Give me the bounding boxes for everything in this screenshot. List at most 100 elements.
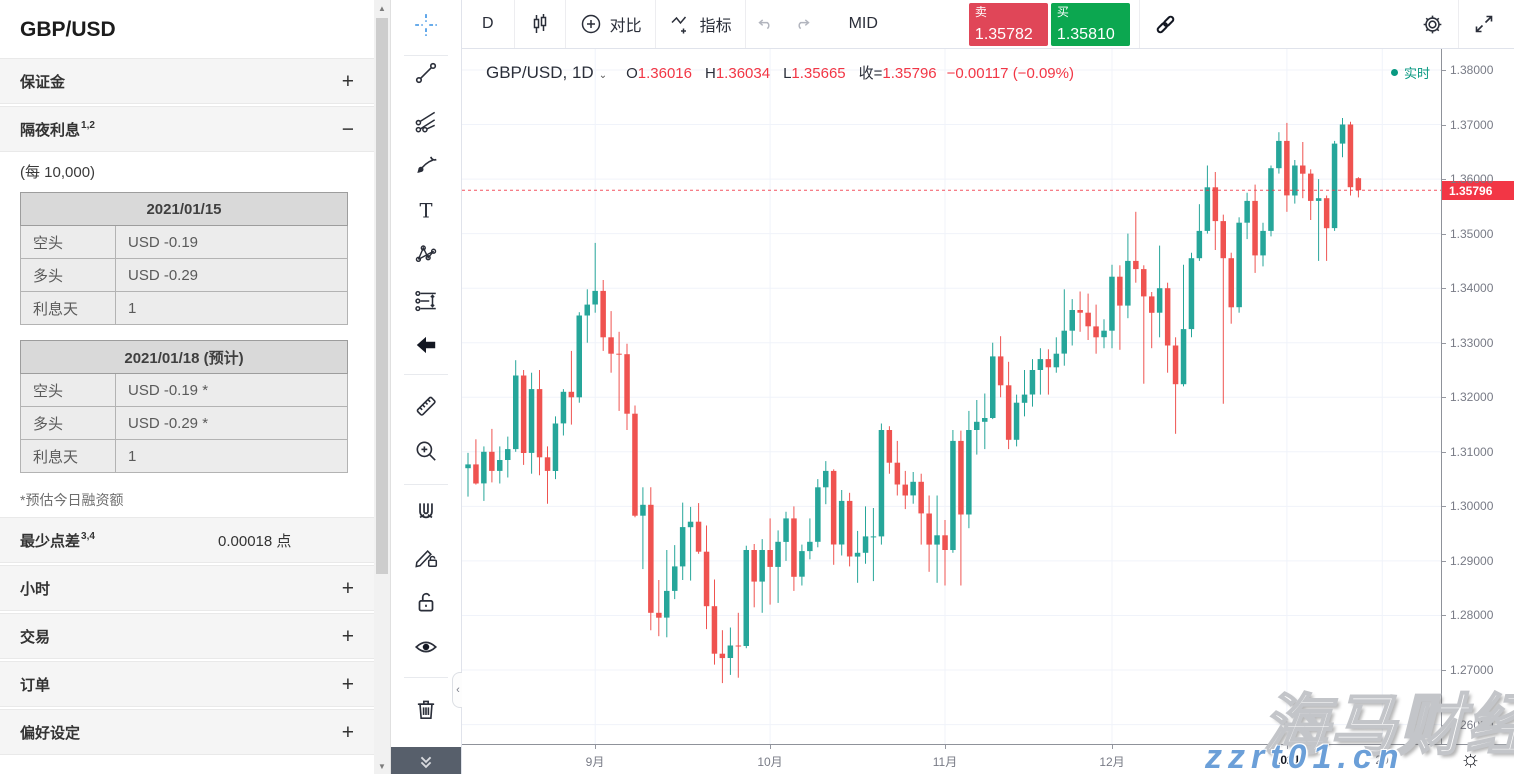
price-axis[interactable]: 1.35796 1.38000 1.37000 1.36000 1.35000 1.34… [1441, 49, 1514, 744]
expand-icon[interactable]: + [341, 672, 354, 696]
instrument-info-sidebar: GBP/USD 保证金 + 隔夜利息1,2 − (每 10,000) 2021/… [0, 0, 390, 774]
fullscreen-button[interactable] [1459, 0, 1514, 48]
redo-icon [798, 19, 810, 30]
site-watermark-name: 海马财经 [1261, 687, 1514, 763]
indicator-icon [671, 16, 686, 34]
buy-button[interactable]: 买 1.35810 [1050, 2, 1130, 46]
trend-line-icon[interactable] [412, 59, 440, 87]
section-margin-label: 保证金 [20, 73, 66, 91]
close-value: 1.35796 [882, 65, 937, 82]
footnote-sup: 3,4 [81, 530, 95, 542]
section-orders[interactable]: 订单 + [0, 661, 374, 707]
text-tool-icon[interactable]: T [412, 197, 440, 225]
price-source-label[interactable]: MID [848, 15, 878, 32]
estimate-footnote: *预估今日融资额 [20, 492, 124, 508]
fullscreen-icon [1475, 15, 1493, 33]
redo-button[interactable] [784, 0, 822, 48]
time-tick-mark [1382, 745, 1383, 749]
interval-button[interactable]: D [482, 15, 494, 32]
toolbar-collapse-handle[interactable]: ‹ [452, 672, 463, 708]
section-margin[interactable]: 保证金 + [0, 58, 374, 104]
price-tick-label: 1.34000 [1450, 281, 1494, 295]
high-value: 1.36034 [715, 65, 771, 82]
time-tick-label: 9月 [585, 755, 605, 769]
sell-price: 1.35782 [974, 25, 1033, 43]
time-tick-label: 11月 [932, 755, 958, 769]
trash-icon[interactable] [412, 695, 440, 723]
price-tick-mark [1442, 670, 1446, 671]
settings-button[interactable] [1407, 0, 1458, 48]
price-tick-mark [1442, 288, 1446, 289]
time-tick-mark [945, 745, 946, 749]
price-tick-mark [1442, 343, 1446, 344]
link-button[interactable] [1140, 0, 1191, 48]
gann-fan-icon[interactable] [412, 107, 440, 135]
collapse-icon[interactable]: − [341, 117, 354, 141]
time-tick-mark [1287, 745, 1288, 749]
drawing-lock-icon[interactable] [412, 543, 440, 571]
sell-button[interactable]: 卖 1.35782 [968, 2, 1048, 46]
overnight-table-estimated: 2021/01/18 (预计) 空头 USD -0.19 * 多头 USD -0.2… [20, 340, 348, 473]
time-axis[interactable]: 9月 10月 11月 12月 2021 20 [462, 744, 1514, 774]
chart-legend: GBP/USD, 1D ⌄ O 1.36016 H 1.36034 L 1.35665… [486, 63, 1074, 82]
price-tick-label: 1.28000 [1450, 608, 1494, 622]
brush-icon[interactable] [412, 152, 440, 180]
symbol-name[interactable]: GBP/USD, 1D [486, 63, 594, 82]
candlestick-chart[interactable] [462, 49, 1441, 744]
price-tick-mark [1442, 397, 1446, 398]
chart-pane[interactable]: GBP/USD, 1D ⌄ O 1.36016 H 1.36034 L 1.35665… [462, 49, 1441, 744]
toolbar-scroll-down-button[interactable] [391, 747, 461, 774]
section-trading[interactable]: 交易 + [0, 613, 374, 659]
price-tick-label: 1.32000 [1450, 390, 1494, 404]
undo-button[interactable] [746, 0, 784, 48]
section-hours[interactable]: 小时 + [0, 565, 374, 611]
scrollbar-thumb[interactable] [376, 18, 388, 574]
expand-icon[interactable]: + [341, 576, 354, 600]
expand-icon[interactable]: + [341, 69, 354, 93]
price-tick-label: 1.26000 [1450, 718, 1494, 732]
per-amount-label: (每 10,000) [20, 164, 96, 181]
arrow-mark-icon[interactable] [412, 331, 440, 359]
section-preferences[interactable]: 偏好设定 + [0, 709, 374, 755]
crosshair-icon[interactable] [412, 11, 440, 39]
price-tick-label: 1.36000 [1450, 172, 1494, 186]
table-row: 利息天 1 [20, 291, 348, 325]
plus-circle-icon [581, 14, 600, 34]
table-row: 空头 USD -0.19 * [20, 373, 348, 407]
expand-icon[interactable]: + [341, 624, 354, 648]
zoom-in-icon[interactable] [412, 437, 440, 465]
scroll-down-icon[interactable]: ▼ [374, 758, 390, 774]
chart-style-button[interactable] [515, 0, 565, 48]
price-tick-mark [1442, 725, 1446, 726]
indicators-button[interactable]: 指标 [656, 0, 745, 48]
section-overnight-interest[interactable]: 隔夜利息1,2 − [0, 106, 374, 152]
price-tick-label: 1.27000 [1450, 663, 1494, 677]
table-row: 空头 USD -0.19 [20, 225, 348, 259]
price-tick-label: 1.37000 [1450, 118, 1494, 132]
chevron-down-icon[interactable]: ⌄ [598, 70, 608, 81]
time-tick-label: 20 [1375, 753, 1389, 767]
ruler-icon[interactable] [412, 392, 440, 420]
price-tick-mark [1442, 452, 1446, 453]
magnet-icon[interactable] [412, 498, 440, 526]
lock-icon[interactable] [412, 588, 440, 616]
realtime-dot-icon [1390, 69, 1398, 76]
gear-icon [1423, 15, 1442, 33]
price-tick-label: 1.30000 [1450, 499, 1494, 513]
min-spread-label: 最少点差3,4 [20, 530, 95, 550]
forecast-icon[interactable] [412, 287, 440, 315]
low-value: 1.35665 [791, 65, 846, 82]
realtime-badge: 实时 [1390, 63, 1430, 82]
price-tick-label: 1.29000 [1450, 554, 1494, 568]
xabcd-pattern-icon[interactable] [412, 241, 440, 269]
scroll-up-icon[interactable]: ▲ [374, 0, 390, 16]
price-tick-label: 1.31000 [1450, 445, 1494, 459]
compare-button[interactable]: 对比 [566, 0, 655, 48]
eye-icon[interactable] [412, 633, 440, 661]
open-value: 1.36016 [637, 65, 692, 82]
min-spread-value: 0.00018 点 [218, 532, 292, 550]
time-tick-label: 12月 [1099, 755, 1125, 769]
footnote-sup: 1,2 [81, 119, 95, 131]
expand-icon[interactable]: + [341, 720, 354, 744]
candles-icon [533, 14, 546, 33]
